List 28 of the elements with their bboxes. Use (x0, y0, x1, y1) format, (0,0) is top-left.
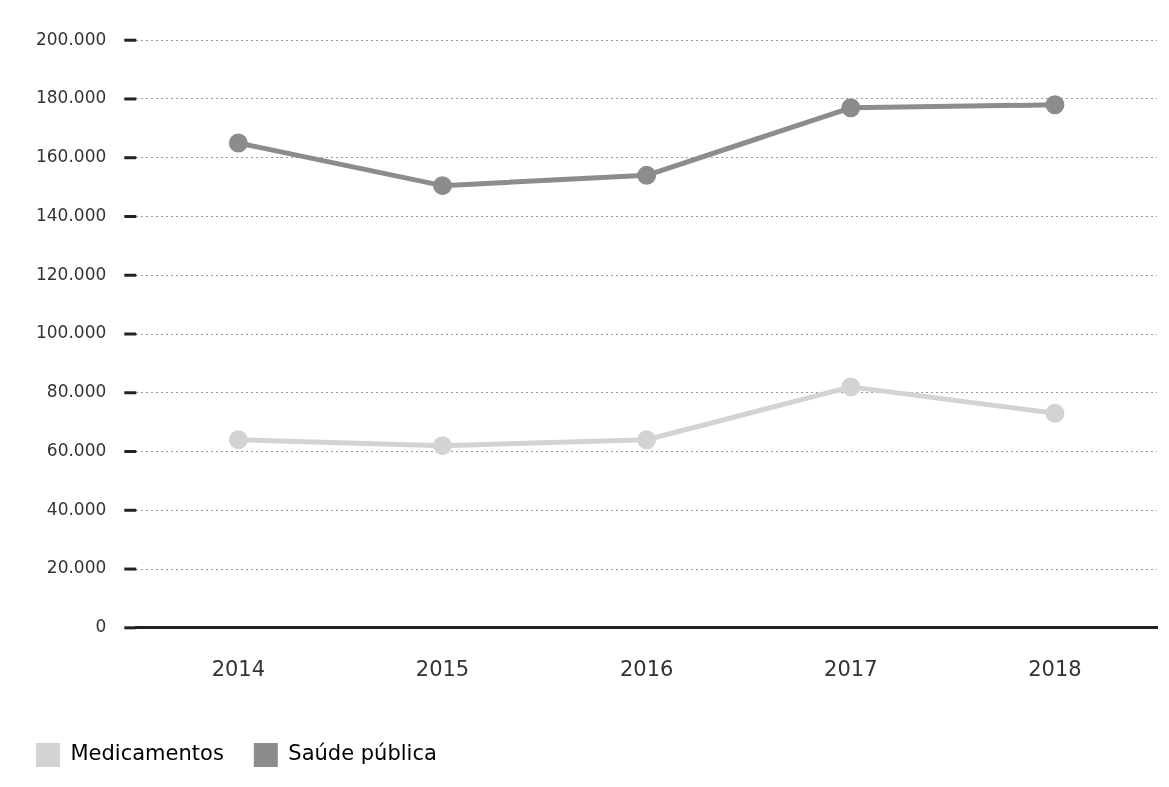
y-tick-label: 160.000 (35, 146, 107, 167)
x-tick-label: 2014 (211, 656, 266, 681)
y-tick-label: 180.000 (35, 87, 107, 108)
y-tick-label: 0 (95, 616, 107, 637)
point (228, 430, 248, 450)
point (841, 98, 861, 118)
point (637, 165, 657, 185)
point (1045, 403, 1065, 423)
point (433, 176, 453, 196)
y-tick-label: 60.000 (46, 439, 107, 460)
y-tick-label: 100.000 (35, 322, 107, 343)
point (433, 436, 453, 456)
y-tick-label: 40.000 (46, 498, 107, 519)
x-tick-label: 2015 (415, 656, 470, 681)
point (841, 377, 861, 397)
y-tick-label: 140.000 (35, 204, 107, 225)
y-tick-label: 120.000 (35, 263, 107, 284)
y-tick-label: 20.000 (46, 557, 107, 578)
y-tick-label: 200.000 (35, 28, 107, 49)
point (1045, 95, 1065, 115)
x-tick-label: 2017 (824, 656, 878, 681)
x-tick-label: 2016 (619, 656, 674, 681)
x-tick-label: 2018 (1028, 656, 1082, 681)
point (637, 430, 657, 450)
legend-label: Medicamentos (70, 741, 224, 766)
y-tick-label: 80.000 (46, 381, 107, 402)
point (228, 133, 248, 153)
legend-label: Saúde pública (288, 741, 437, 766)
